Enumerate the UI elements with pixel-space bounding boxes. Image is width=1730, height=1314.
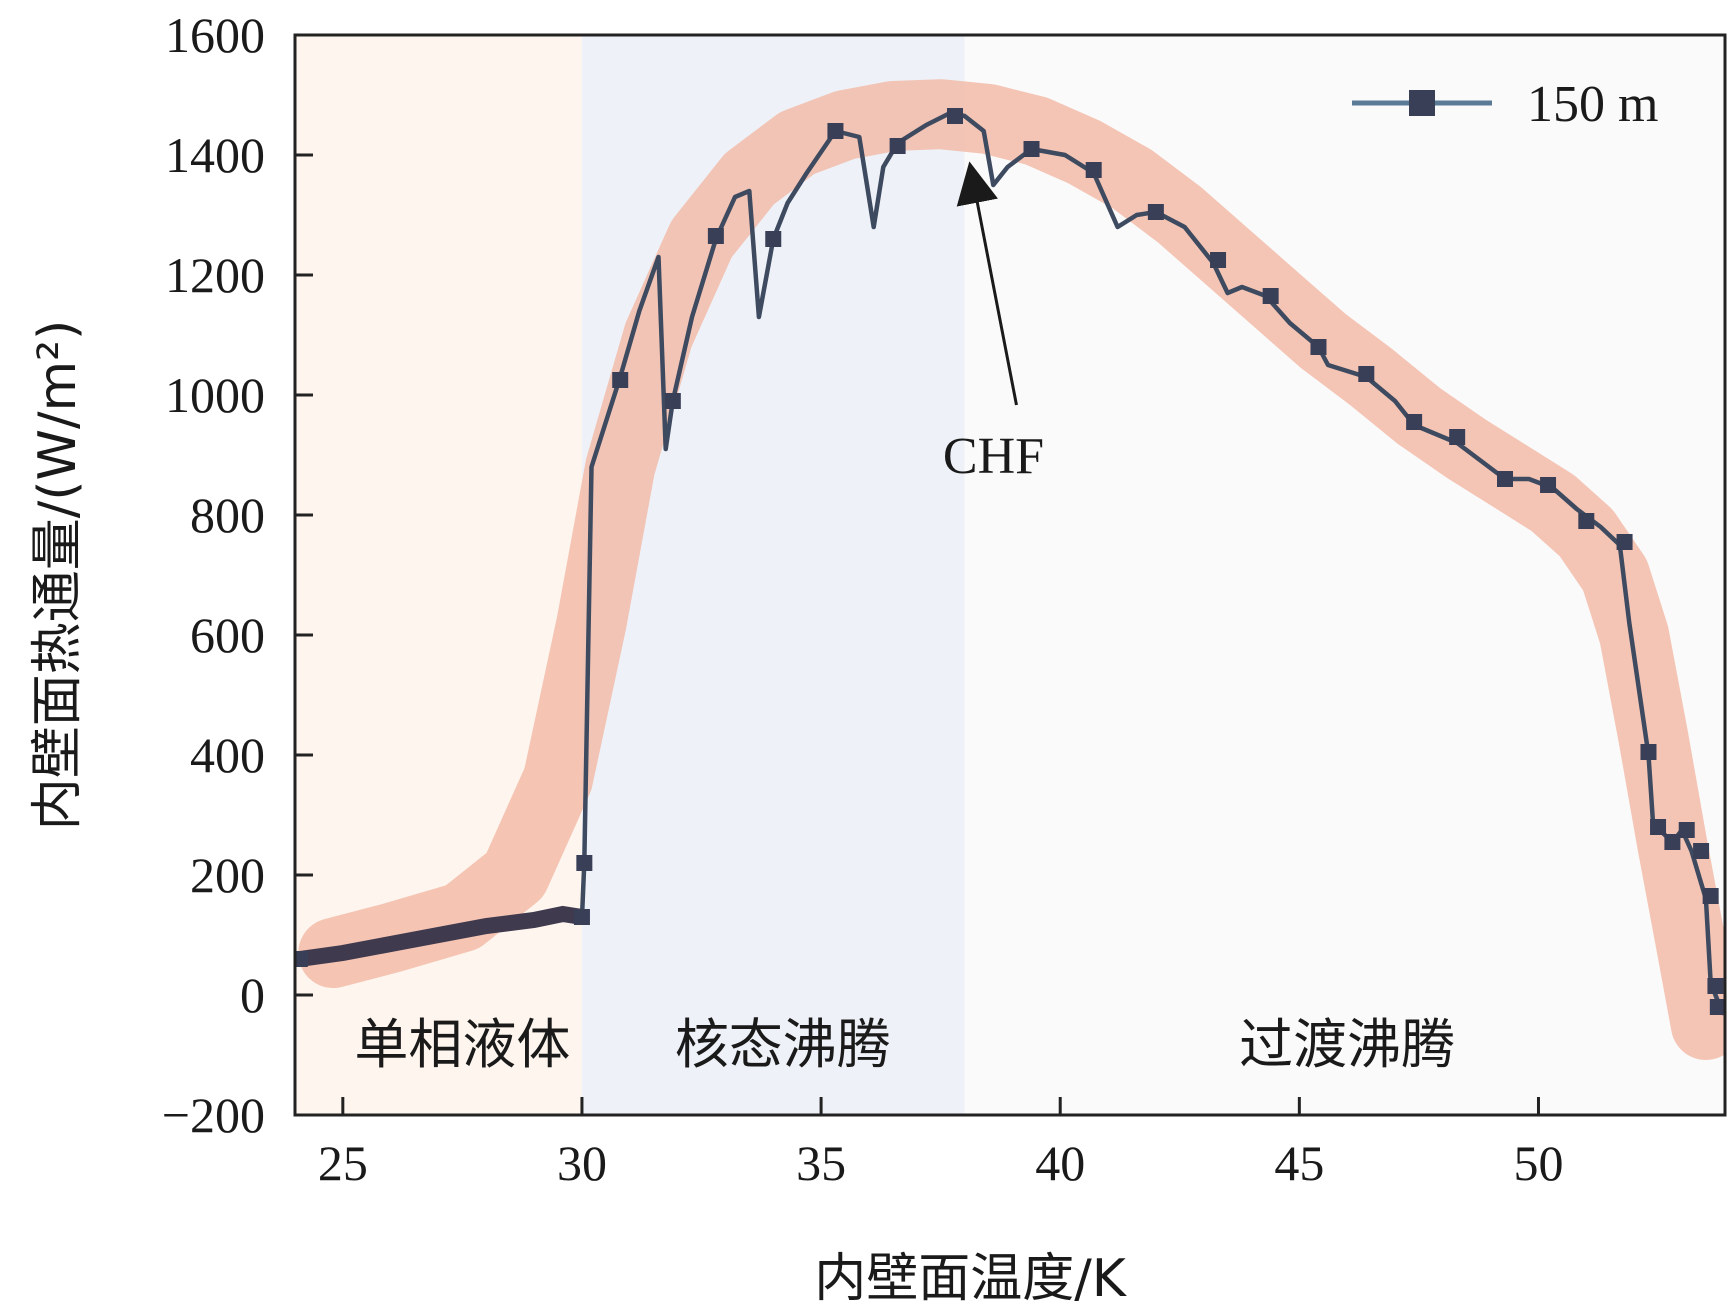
series-marker — [1358, 366, 1375, 382]
plot-frame — [293, 33, 1727, 1117]
series-marker — [576, 855, 593, 871]
series-marker — [889, 138, 906, 154]
region-label-1: 单相液体 — [354, 1013, 570, 1076]
legend-label: 150 m — [1527, 76, 1658, 133]
series-marker — [1449, 429, 1466, 445]
series-marker — [1702, 888, 1719, 904]
y-tick-label: 1400 — [165, 127, 265, 183]
axes-layer: 25 30 35 40 45 50 −200 0 200 400 600 800 1000 1200 140… — [28, 7, 1727, 1309]
y-axis-title: 内壁面热通量/(W/m²) — [28, 320, 88, 831]
y-tick-label: 1000 — [165, 367, 265, 423]
series-marker — [1147, 204, 1164, 220]
series-marker — [1678, 822, 1695, 838]
series-marker — [765, 231, 782, 247]
series-marker — [1693, 843, 1710, 859]
regions-layer — [295, 35, 1725, 1115]
x-tick-label: 45 — [1274, 1135, 1324, 1191]
chf-arrow — [956, 161, 1018, 406]
x-tick-label: 25 — [318, 1135, 368, 1191]
region-bg-2 — [581, 35, 965, 1115]
y-tick-label: −200 — [162, 1087, 265, 1143]
x-tick-label: 30 — [557, 1135, 607, 1191]
region-label-3: 过渡沸腾 — [1239, 1013, 1455, 1076]
series-dense-segment — [298, 905, 584, 967]
region-label-2: 核态沸腾 — [675, 1013, 891, 1076]
series-marker — [827, 123, 844, 139]
series-marker — [1310, 339, 1327, 355]
legend-marker — [1409, 90, 1435, 116]
region-labels-layer: 单相液体 核态沸腾 过渡沸腾 — [354, 1013, 1455, 1076]
series-marker — [1497, 471, 1513, 487]
series-marker — [612, 372, 629, 388]
series-marker — [1262, 288, 1279, 304]
series-marker — [1616, 534, 1633, 550]
y-tick-label: 800 — [190, 487, 265, 543]
series-marker — [664, 393, 681, 409]
chf-annotation: CHF — [943, 428, 1044, 485]
series-marker — [947, 108, 963, 124]
annotations-layer: CHF — [943, 161, 1044, 485]
trend-band — [298, 79, 1725, 1060]
x-tick-label: 40 — [1035, 1135, 1085, 1191]
series-line-1 — [297, 110, 1725, 1016]
series-marker — [1650, 819, 1667, 835]
legend: 150 m — [1352, 76, 1658, 133]
series-marker — [707, 228, 724, 244]
series-marker — [1640, 744, 1657, 760]
series-marker — [1578, 513, 1595, 529]
series-marker — [1709, 999, 1725, 1015]
series-marker — [1023, 141, 1040, 157]
series-marker — [1210, 252, 1227, 268]
x-tick-label: 35 — [796, 1135, 846, 1191]
y-tick-label: 200 — [190, 847, 265, 903]
y-tick-label: 1200 — [165, 247, 265, 303]
y-tick-label: 400 — [190, 727, 265, 783]
series-layer — [295, 108, 1725, 1016]
y-tick-label: 600 — [190, 607, 265, 663]
series-marker — [1085, 162, 1102, 178]
series-marker — [1707, 978, 1724, 994]
series-marker — [1664, 834, 1681, 850]
series-marker — [295, 951, 308, 967]
x-tick-label: 50 — [1513, 1135, 1563, 1191]
series-marker — [1406, 414, 1423, 430]
trend-band-layer — [298, 79, 1725, 1060]
series-marker — [1540, 477, 1557, 493]
series-marker — [573, 909, 590, 925]
x-axis-title: 内壁面温度/K — [814, 1249, 1128, 1309]
y-tick-label: 0 — [240, 967, 265, 1023]
y-tick-label: 1600 — [165, 7, 265, 63]
